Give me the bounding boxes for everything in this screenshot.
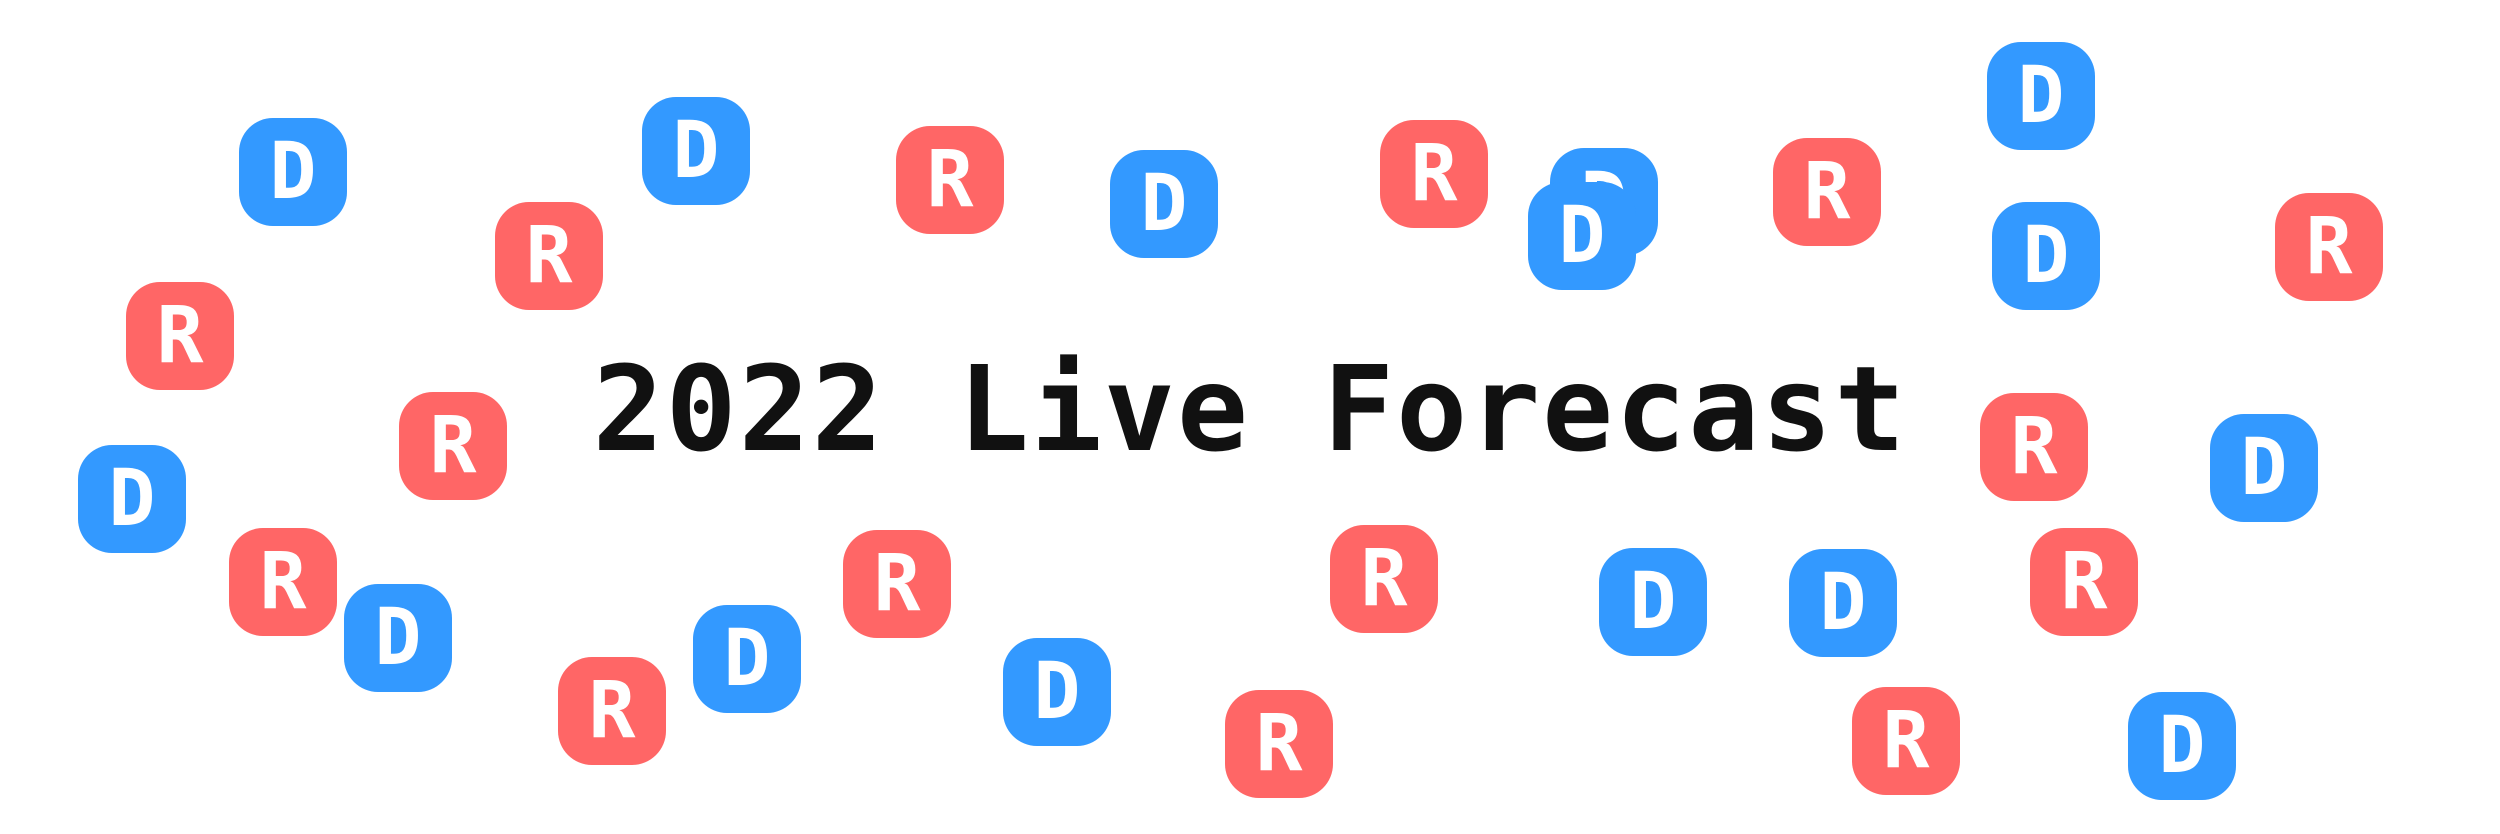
republican-badge: R xyxy=(229,528,337,636)
republican-badge: R xyxy=(1773,138,1881,246)
democrat-badge: D xyxy=(344,584,452,692)
democrat-badge: D xyxy=(642,97,750,205)
democrat-badge: D xyxy=(2210,414,2318,522)
democrat-badge: D xyxy=(693,605,801,713)
republican-badge: R xyxy=(2030,528,2138,636)
democrat-badge: D xyxy=(1528,182,1636,290)
republican-badge: R xyxy=(126,282,234,390)
democrat-badge: D xyxy=(2128,692,2236,800)
republican-badge: R xyxy=(1980,393,2088,501)
republican-badge: R xyxy=(896,126,1004,234)
republican-badge: R xyxy=(1852,687,1960,795)
democrat-badge: D xyxy=(1599,548,1707,656)
republican-badge: R xyxy=(1225,690,1333,798)
democrat-badge: D xyxy=(1003,638,1111,746)
republican-badge: R xyxy=(1380,120,1488,228)
republican-badge: R xyxy=(2275,193,2383,301)
republican-badge: R xyxy=(843,530,951,638)
republican-badge: R xyxy=(558,657,666,765)
democrat-badge: D xyxy=(1992,202,2100,310)
republican-badge: R xyxy=(399,392,507,500)
page-title: 2022 Live Forecast xyxy=(592,340,1908,478)
democrat-badge: D xyxy=(1110,150,1218,258)
republican-badge: R xyxy=(495,202,603,310)
democrat-badge: D xyxy=(78,445,186,553)
democrat-badge: D xyxy=(1789,549,1897,657)
democrat-badge: D xyxy=(1987,42,2095,150)
republican-badge: R xyxy=(1330,525,1438,633)
democrat-badge: D xyxy=(239,118,347,226)
